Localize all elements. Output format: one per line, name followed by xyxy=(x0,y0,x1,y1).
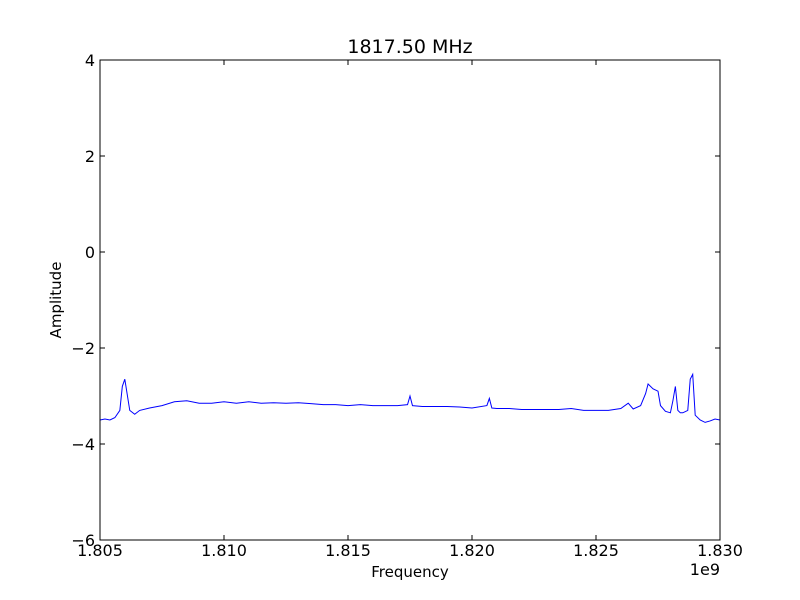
x-tick-label: 1.830 xyxy=(697,541,743,560)
y-axis-label: Amplitude xyxy=(47,262,65,339)
x-tick-label: 1.820 xyxy=(449,541,495,560)
plot-frame xyxy=(99,59,721,541)
y-tick-label: −2 xyxy=(71,339,95,358)
y-tick-label: −4 xyxy=(71,435,95,454)
plot-area xyxy=(99,372,721,423)
x-tick-label: 1.805 xyxy=(77,541,123,560)
y-tick-label: 4 xyxy=(85,51,95,70)
y-axis: −6 −4 −2 0 2 4 xyxy=(71,51,720,550)
x-tick-label: 1.810 xyxy=(201,541,247,560)
x-offset-label: 1e9 xyxy=(690,560,720,579)
series-line-0 xyxy=(99,372,721,423)
x-axis: 1.805 1.810 1.815 1.820 1.825 1.830 xyxy=(77,60,743,560)
x-tick-label: 1.815 xyxy=(325,541,371,560)
y-tick-label: −6 xyxy=(71,531,95,550)
chart-title: 1817.50 MHz xyxy=(347,36,472,58)
y-tick-label: 2 xyxy=(85,147,95,166)
x-axis-label: Frequency xyxy=(371,563,449,581)
y-tick-label: 0 xyxy=(85,243,95,262)
x-tick-label: 1.825 xyxy=(573,541,619,560)
